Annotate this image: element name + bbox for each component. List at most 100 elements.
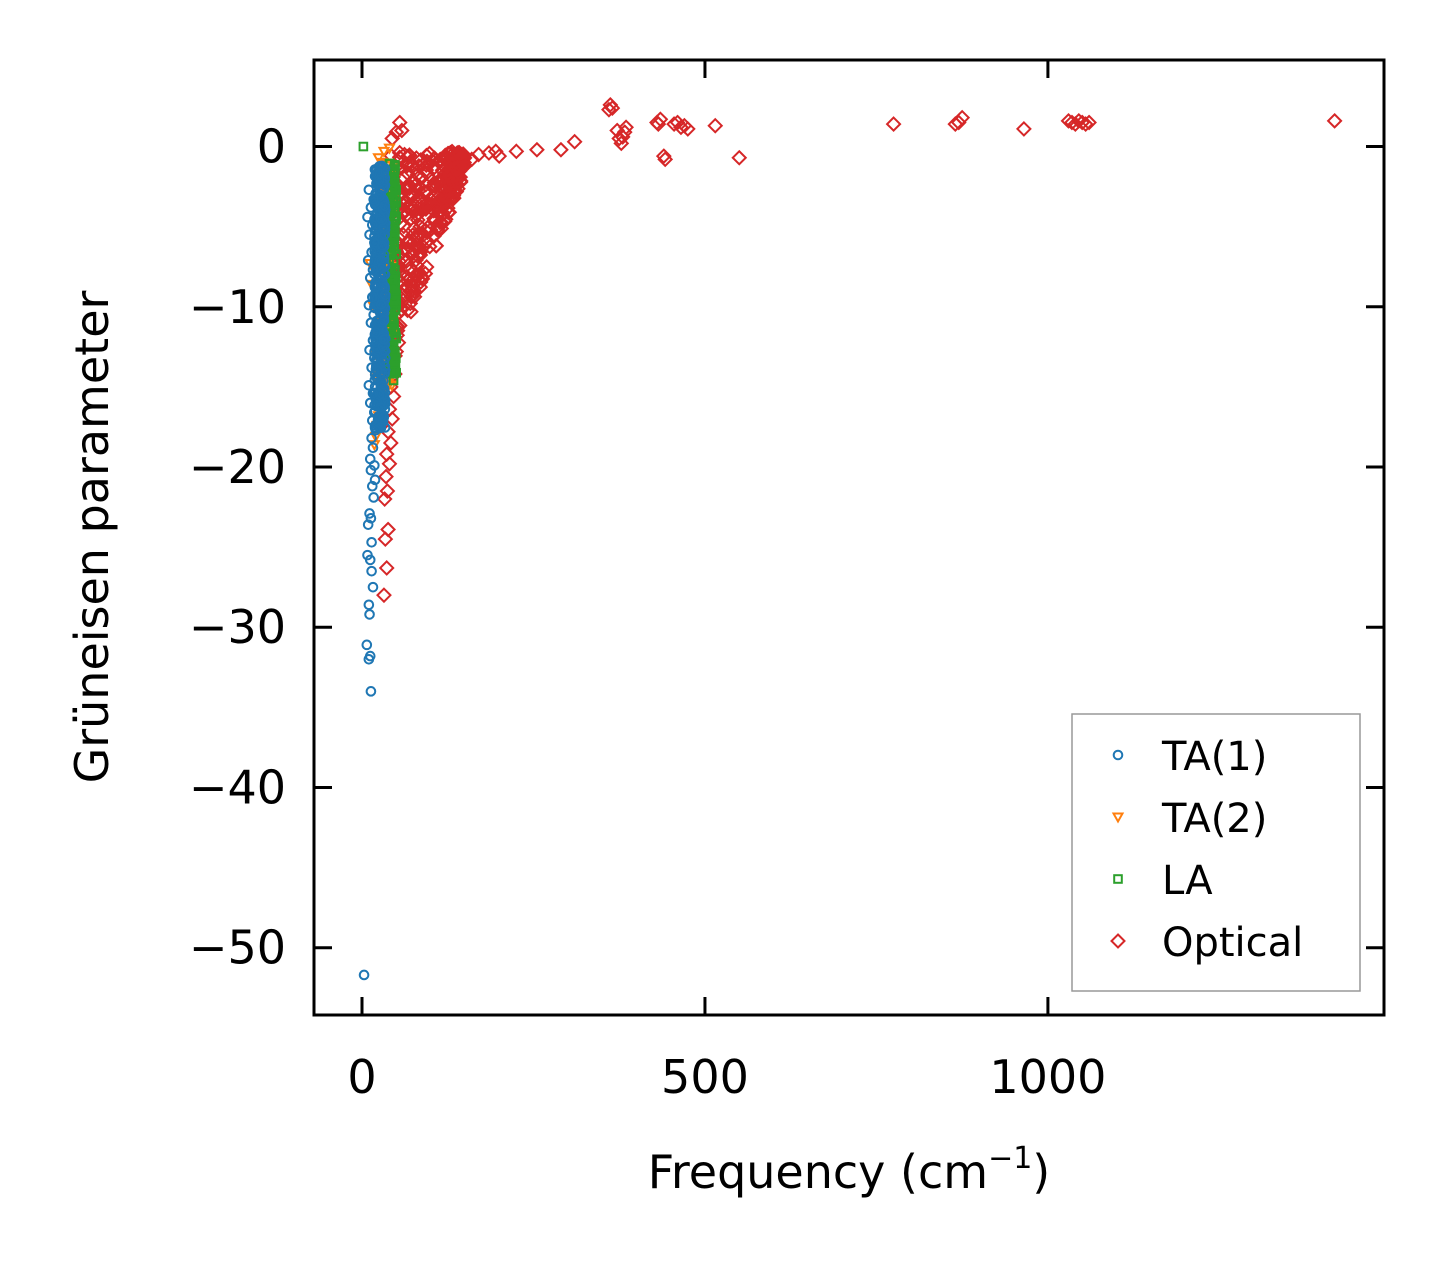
data-point-diamond	[408, 266, 425, 283]
data-point-diamond	[406, 283, 423, 300]
data-point-circle	[374, 161, 386, 173]
x-axis-title-superscript: −1	[988, 1141, 1032, 1176]
data-point-diamond	[377, 531, 394, 548]
data-point-diamond	[424, 178, 441, 194]
data-point-circle	[364, 650, 376, 662]
data-point-diamond	[388, 124, 405, 141]
legend-label: TA(1)	[1161, 734, 1267, 780]
data-point-diamond	[426, 210, 442, 227]
data-point-diamond	[448, 160, 465, 177]
y-tick-label: −20	[189, 440, 286, 494]
data-point-diamond	[378, 446, 395, 463]
data-point-diamond	[410, 248, 426, 265]
data-point-square	[389, 366, 400, 376]
legend-marker-diamond	[1110, 933, 1126, 949]
legend-label: LA	[1162, 858, 1213, 904]
y-tick-label: 0	[257, 120, 286, 174]
data-point-diamond	[452, 145, 469, 162]
data-point-diamond	[406, 288, 423, 305]
data-point-square	[390, 305, 400, 315]
x-tick-label: 0	[347, 1050, 376, 1104]
data-point-circle	[367, 387, 379, 399]
data-point-diamond	[707, 117, 724, 134]
data-point-diamond	[417, 265, 434, 282]
data-point-circle	[366, 432, 377, 444]
data-point-diamond	[950, 114, 967, 131]
data-point-diamond	[1077, 116, 1094, 133]
data-point-square	[388, 194, 398, 205]
data-point-square	[390, 265, 400, 275]
data-point-diamond	[439, 148, 455, 165]
data-point-diamond	[412, 218, 429, 235]
data-point-diamond	[426, 159, 443, 176]
data-point-diamond	[408, 207, 425, 224]
data-point-diamond	[391, 144, 408, 161]
y-tick-label: −10	[189, 280, 286, 334]
data-point-square	[390, 183, 400, 193]
data-point-circle	[364, 453, 376, 465]
data-point-diamond	[480, 145, 497, 161]
data-point-square	[390, 346, 400, 357]
data-point-diamond	[399, 268, 415, 285]
data-point-circle	[375, 422, 387, 434]
data-point-diamond	[1081, 114, 1097, 131]
data-point-circle	[375, 402, 386, 413]
data-point-square	[388, 274, 398, 285]
data-point-diamond	[679, 120, 696, 137]
data-point-circle	[379, 361, 391, 372]
data-point-circle	[379, 269, 391, 280]
data-point-circle	[363, 184, 375, 196]
data-point-circle	[369, 237, 380, 248]
data-point-diamond	[430, 174, 447, 191]
data-point-square	[388, 255, 399, 266]
legend-label: Optical	[1162, 920, 1303, 966]
data-point-diamond	[422, 221, 439, 238]
data-point-diamond	[397, 180, 414, 197]
data-point-circle	[362, 519, 374, 530]
data-point-diamond	[553, 141, 569, 158]
data-point-circle	[379, 200, 391, 212]
data-point-diamond	[416, 183, 433, 200]
data-point-circle	[378, 412, 390, 423]
legend-marker-triangle-down	[1111, 812, 1125, 824]
data-point-square	[389, 164, 400, 174]
data-point-circle	[375, 299, 387, 310]
data-point-circle	[368, 194, 379, 205]
y-axis-title: Grüneisen parameter	[65, 290, 119, 783]
data-point-diamond	[401, 180, 418, 197]
y-tick-label: −50	[189, 921, 286, 975]
data-point-circle	[358, 969, 370, 981]
data-point-circle	[368, 492, 379, 503]
data-point-diamond	[491, 148, 508, 165]
data-point-triangle-down	[372, 153, 385, 165]
data-point-circle	[365, 512, 377, 524]
data-point-diamond	[429, 201, 446, 217]
data-point-diamond	[380, 521, 396, 538]
data-point-diamond	[566, 133, 583, 150]
data-point-square	[388, 213, 399, 224]
data-point-square	[358, 141, 369, 152]
data-point-diamond	[618, 119, 634, 136]
data-point-circle	[369, 474, 381, 486]
data-point-square	[388, 234, 398, 245]
data-point-circle	[374, 168, 386, 180]
data-point-diamond	[378, 560, 395, 576]
data-point-diamond	[431, 214, 448, 231]
data-point-diamond	[412, 152, 429, 168]
data-point-diamond	[382, 435, 399, 451]
data-point-circle	[377, 340, 389, 352]
data-point-diamond	[425, 202, 442, 219]
data-point-circle	[363, 599, 375, 611]
data-point-diamond	[381, 455, 398, 472]
data-point-diamond	[376, 587, 392, 604]
data-point-circle	[374, 174, 386, 186]
data-point-circle	[361, 639, 373, 651]
data-point-circle	[364, 229, 375, 240]
x-tick-label: 500	[661, 1050, 749, 1104]
data-point-diamond	[403, 289, 420, 305]
data-point-circle	[367, 291, 378, 303]
data-point-circle	[378, 334, 390, 345]
data-point-square	[390, 225, 400, 235]
